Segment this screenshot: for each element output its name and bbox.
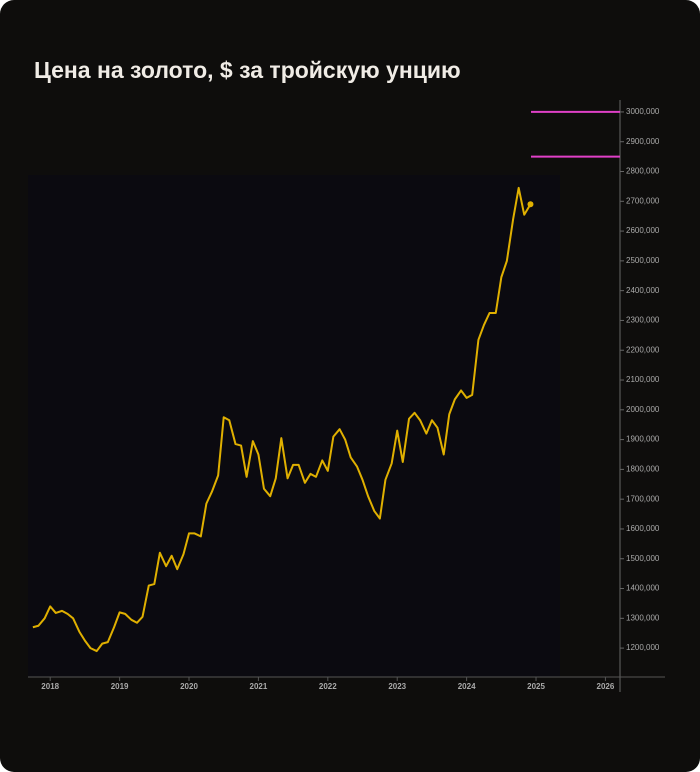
y-tick-label: 1600,000 bbox=[626, 524, 660, 533]
x-tick-label: 2022 bbox=[319, 682, 337, 691]
x-tick-label: 2019 bbox=[111, 682, 129, 691]
y-tick-label: 2000,000 bbox=[626, 405, 660, 414]
y-tick-label: 1700,000 bbox=[626, 494, 660, 503]
y-tick-label: 2800,000 bbox=[626, 167, 660, 176]
y-tick-label: 2300,000 bbox=[626, 316, 660, 325]
x-tick-label: 2023 bbox=[388, 682, 406, 691]
y-tick-label: 1900,000 bbox=[626, 435, 660, 444]
y-tick-label: 2700,000 bbox=[626, 196, 660, 205]
y-tick-label: 2500,000 bbox=[626, 256, 660, 265]
last-point bbox=[527, 201, 534, 208]
x-tick-label: 2024 bbox=[458, 682, 476, 691]
x-tick-label: 2025 bbox=[527, 682, 545, 691]
y-tick-label: 1200,000 bbox=[626, 643, 660, 652]
y-tick-label: 1400,000 bbox=[626, 584, 660, 593]
y-tick-label: 1500,000 bbox=[626, 554, 660, 563]
plot-background bbox=[28, 175, 560, 677]
y-tick-label: 2900,000 bbox=[626, 137, 660, 146]
y-tick-label: 1300,000 bbox=[626, 613, 660, 622]
x-tick-label: 2026 bbox=[597, 682, 615, 691]
y-tick-label: 2200,000 bbox=[626, 345, 660, 354]
x-tick-label: 2021 bbox=[250, 682, 268, 691]
y-tick-label: 2600,000 bbox=[626, 226, 660, 235]
chart-title: Цена на золото, $ за тройскую унцию bbox=[34, 57, 461, 83]
price-line bbox=[32, 186, 532, 653]
x-tick-label: 2018 bbox=[41, 682, 59, 691]
y-tick-label: 2400,000 bbox=[626, 286, 660, 295]
y-tick-label: 3000,000 bbox=[626, 107, 660, 116]
y-tick-label: 2100,000 bbox=[626, 375, 660, 384]
y-tick-label: 1800,000 bbox=[626, 464, 660, 473]
x-tick-label: 2020 bbox=[180, 682, 198, 691]
